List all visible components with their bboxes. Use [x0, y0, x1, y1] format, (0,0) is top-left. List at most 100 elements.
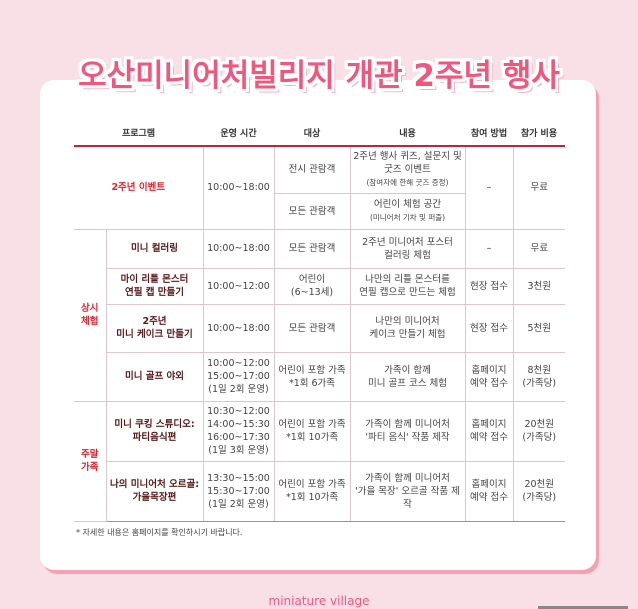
target-cell: 어린이 포함 가족 *1회 6가족 [273, 351, 351, 402]
program-cell-text: 미니 컬러링 [130, 243, 178, 254]
table-header: 프로그램 운영 시간 대상 내용 참여 방법 참가 비용 [74, 120, 565, 147]
group-label-cell: 상시 체험 [74, 228, 107, 402]
program-cell: 미니 컬러링 [105, 228, 204, 269]
header-cost: 참가 비용 [513, 120, 565, 147]
header-time: 운영 시간 [203, 120, 274, 147]
table-row: 주말 가족 미니 쿠킹 스튜디오: 파티음식편 10:30~12:00 14:00~… [74, 400, 565, 522]
target-cell: 어린이 포함 가족 *1회 10가족 [273, 460, 351, 522]
program-cell-text: 미니 쿠킹 스튜디오: 파티음식편 [114, 419, 195, 443]
cost-cell-text: 20천원 (가족당) [522, 419, 557, 443]
time-cell: 10:00~18:00 [202, 145, 275, 230]
time-cell: 10:30~12:00 14:00~15:30 16:00~17:30 (1일 … [202, 400, 275, 462]
header-content: 내용 [350, 120, 465, 147]
program-cell-text: 미니 골프 야외 [124, 371, 185, 382]
program-cell: 마이 리틀 몬스터 연필 캡 만들기 [106, 267, 204, 305]
cost-cell-text: 20천원 (가족당) [522, 479, 557, 503]
time-cell-text: 10:30~12:00 14:00~15:30 16:00~17:30 (1일 … [207, 406, 270, 456]
time-cell: 10:00~18:00 [202, 303, 275, 353]
program-cell: 2주년 이벤트 [74, 145, 204, 230]
method-cell-text: 현장 접수 [470, 280, 508, 292]
time-cell-text: 10:00~12:00 15:00~17:00 (1일 2회 운영) [207, 358, 270, 395]
target-cell-text: 전시 관람객 [288, 164, 336, 176]
target-cell-text: 모든 관람객 [288, 322, 336, 334]
content-cell: 나만의 리틀 몬스터를 연필 캡으로 만드는 체험 [349, 267, 466, 305]
cost-cell: 8천원 (가족당) [512, 351, 565, 402]
time-cell-text: 10:00~18:00 [207, 322, 270, 334]
time-cell: 10:00~18:00 [202, 228, 275, 269]
target-cell: 모든 관람객 [273, 228, 351, 269]
target-cell-text: 어린이 (6~13세) [290, 274, 334, 298]
content-cell: 가족이 함께 미니 골프 코스 체험 [349, 351, 466, 402]
target-cell-text: 어린이 포함 가족 *1회 6가족 [278, 364, 346, 389]
method-cell-text: – [486, 243, 492, 254]
time-cell-text: 10:00~12:00 [207, 280, 270, 292]
header-method: 참여 방법 [465, 120, 513, 147]
content-cell: 어린이 체험 공간 (미니어처 기차 및 퍼즐) [349, 192, 465, 230]
method-cell: 현장 접수 [464, 303, 514, 353]
content-cell: 2주년 미니어처 포스터 컬러링 체험 [349, 228, 466, 269]
header-program: 프로그램 [74, 120, 203, 147]
content-cell: 가족이 함께 미니어처 '파티 음식' 작품 제작 [349, 400, 466, 462]
footer-logo: miniature village [268, 594, 370, 608]
scrollbar[interactable] [538, 606, 628, 609]
table-row: 마이 리틀 몬스터 연필 캡 만들기 10:00~12:00 어린이 (6~13세)… [74, 267, 565, 305]
group-label-cell-text: 상시 체험 [81, 303, 99, 327]
footnote: * 자세한 내용은 홈페이지를 확인하시기 바랍니다. [76, 528, 243, 537]
cost-cell: 3천원 [512, 267, 565, 305]
target-cell: 어린이 (6~13세) [273, 267, 351, 305]
page-title: 오산미니어처빌리지 개관 2주년 행사 [78, 58, 560, 94]
cost-cell: 5천원 [512, 303, 565, 353]
target-cell-text: 모든 관람객 [288, 205, 336, 217]
table-row: 나의 미니어처 오르골: 가을목장편 13:30~15:00 15:30~17:0… [74, 460, 565, 522]
content-cell-text: 가족이 함께 미니어처 '가을 목장' 오르골 작품 제작 [355, 472, 460, 510]
program-cell-text: 2주년 이벤트 [111, 182, 166, 194]
content-cell: 가족이 함께 미니어처 '가을 목장' 오르골 작품 제작 [349, 460, 466, 522]
content-cell-text: 2주년 미니어처 포스터 컬러링 체험 [362, 236, 453, 261]
content-cell-text: 어린이 체험 공간 [373, 199, 442, 210]
time-cell: 10:00~12:00 [202, 267, 275, 305]
method-cell-text: – [486, 182, 492, 194]
content-note: (참여자에 한해 굿즈 증정) [366, 178, 449, 188]
method-cell-text: 홈페이지 예약 접수 [470, 479, 508, 503]
method-cell: 홈페이지 예약 접수 [464, 351, 514, 402]
cost-cell: 무료 [512, 145, 565, 230]
table-row: 2주년 이벤트 10:00~18:00 전시 관람객 2주년 행사 퀴즈, 설문지 및… [74, 145, 565, 230]
program-cell-text: 마이 리틀 몬스터 연필 캡 만들기 [120, 274, 189, 298]
content-cell-text: 나만의 리틀 몬스터를 연필 캡으로 만드는 체험 [359, 274, 456, 298]
cost-cell-text: 3천원 [527, 280, 552, 292]
cost-cell-text: 무료 [530, 182, 548, 194]
target-cell: 모든 관람객 [273, 303, 351, 353]
target-cell-text: 어린이 포함 가족 *1회 10가족 [278, 419, 346, 443]
time-cell-text: 13:30~15:00 15:30~17:00 (1일 2회 운영) [207, 472, 270, 510]
content-cell-text: 가족이 함께 미니어처 '파티 음식' 작품 제작 [365, 419, 450, 443]
program-cell: 2주년 미니 케이크 만들기 [106, 303, 204, 353]
group-label-cell: 주말 가족 [74, 400, 107, 522]
time-cell: 13:30~15:00 15:30~17:00 (1일 2회 운영) [202, 460, 275, 522]
cost-cell: 20천원 (가족당) [512, 400, 565, 462]
method-cell-text: 현장 접수 [470, 322, 508, 334]
cost-cell-text: 8천원 (가족당) [522, 364, 557, 389]
target-cell: 전시 관람객 [273, 145, 351, 194]
content-cell-text: 가족이 함께 미니 골프 코스 체험 [368, 364, 447, 389]
cost-cell: 무료 [512, 228, 565, 269]
program-cell-text: 나의 미니어처 오르골: 가을목장편 [109, 479, 200, 503]
method-cell: – [464, 228, 514, 269]
table-row: 2주년 미니 케이크 만들기 10:00~18:00 모든 관람객 나만의 미니어처 … [74, 303, 565, 353]
program-cell: 나의 미니어처 오르골: 가을목장편 [106, 460, 204, 522]
method-cell-text: 홈페이지 예약 접수 [470, 364, 508, 389]
program-cell-text: 2주년 미니 케이크 만들기 [116, 316, 193, 340]
content-cell-text: 나만의 미니어처 케이크 만들기 체험 [369, 316, 446, 340]
time-cell-text: 10:00~18:00 [207, 182, 270, 194]
cost-cell-text: 무료 [530, 243, 548, 254]
method-cell: 홈페이지 예약 접수 [464, 460, 514, 522]
cost-cell: 20천원 (가족당) [512, 460, 565, 522]
target-cell: 어린이 포함 가족 *1회 10가족 [273, 400, 351, 462]
method-cell-text: 홈페이지 예약 접수 [470, 419, 508, 443]
program-cell: 미니 쿠킹 스튜디오: 파티음식편 [105, 400, 204, 462]
group-label-cell-text: 주말 가족 [81, 449, 99, 473]
table-row: 모든 관람객 어린이 체험 공간 (미니어처 기차 및 퍼즐) [74, 192, 565, 230]
method-cell: – [464, 145, 514, 230]
target-cell-text: 모든 관람객 [288, 243, 336, 254]
schedule-table: 프로그램 운영 시간 대상 내용 참여 방법 참가 비용 2주년 이벤트 10:0… [74, 120, 565, 522]
cost-cell-text: 5천원 [527, 322, 552, 334]
